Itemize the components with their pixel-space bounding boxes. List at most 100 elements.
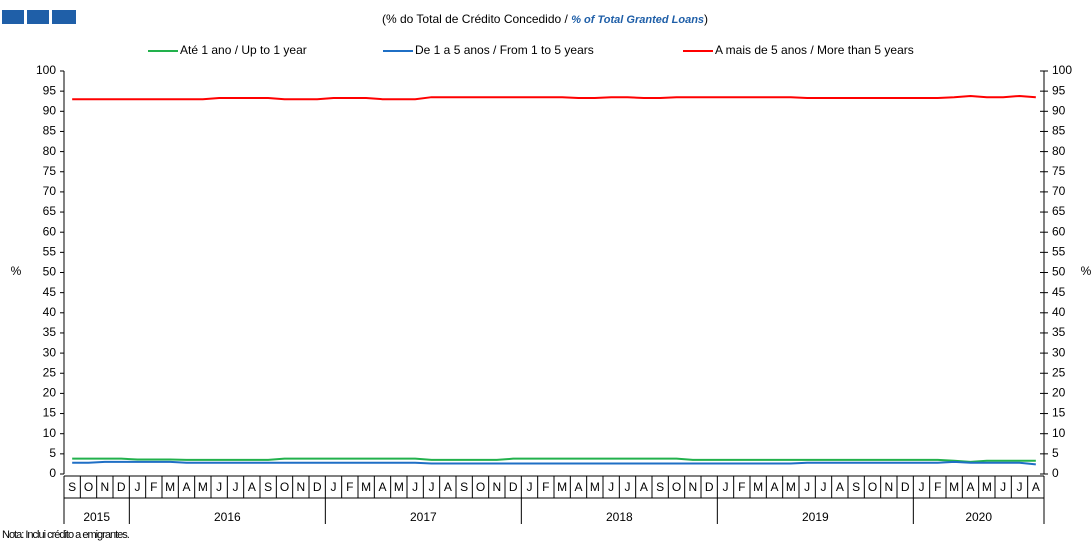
series-line (72, 460, 1036, 466)
x-tick-label: J (625, 480, 631, 494)
x-tick-label: F (346, 480, 353, 494)
y-tick-label: 5 (49, 446, 56, 460)
y2-tick-label: 85 (1052, 124, 1066, 138)
x-tick-label: O (868, 480, 877, 494)
y-tick-label: 50 (43, 265, 57, 279)
x-tick-label: A (248, 480, 256, 494)
year-label: 2018 (606, 510, 633, 524)
y2-tick-label: 0 (1052, 466, 1059, 480)
y2-tick-label: 20 (1052, 386, 1066, 400)
x-tick-label: J (821, 480, 827, 494)
y-axis-label: % (11, 264, 22, 278)
x-tick-label: J (412, 480, 418, 494)
legend-label: De 1 a 5 anos / From 1 to 5 years (415, 43, 594, 57)
note: Nota: Inclui crédito a emigrantes. (2, 529, 130, 541)
y2-tick-label: 5 (1052, 446, 1059, 460)
logo-block (2, 10, 24, 24)
y-tick-label: 75 (43, 164, 57, 178)
y2-tick-label: 25 (1052, 365, 1066, 379)
x-tick-label: D (705, 480, 714, 494)
x-tick-label: M (590, 480, 600, 494)
x-tick-label: S (264, 480, 272, 494)
x-tick-label: N (884, 480, 893, 494)
x-tick-label: J (804, 480, 810, 494)
logo-block (27, 10, 49, 24)
x-tick-label: J (1017, 480, 1023, 494)
y2-tick-label: 10 (1052, 426, 1066, 440)
x-tick-label: N (296, 480, 305, 494)
x-tick-label: O (672, 480, 681, 494)
x-tick-label: J (608, 480, 614, 494)
x-tick-label: J (233, 480, 239, 494)
x-tick-label: J (723, 480, 729, 494)
x-tick-label: M (949, 480, 959, 494)
x-tick-label: M (198, 480, 208, 494)
y2-tick-label: 100 (1052, 63, 1072, 77)
x-tick-label: A (574, 480, 582, 494)
x-tick-label: O (476, 480, 485, 494)
y2-tick-label: 50 (1052, 265, 1066, 279)
y-tick-label: 35 (43, 325, 57, 339)
year-label: 2016 (214, 510, 241, 524)
x-tick-label: S (852, 480, 860, 494)
y-tick-label: 65 (43, 204, 57, 218)
year-label: 2017 (410, 510, 437, 524)
x-tick-label: D (117, 480, 126, 494)
y-tick-label: 25 (43, 365, 57, 379)
x-tick-label: O (84, 480, 93, 494)
x-tick-label: J (527, 480, 533, 494)
y-tick-label: 0 (49, 466, 56, 480)
y-tick-label: 55 (43, 245, 57, 259)
x-tick-label: J (135, 480, 141, 494)
x-tick-label: A (640, 480, 648, 494)
x-tick-label: M (982, 480, 992, 494)
x-tick-label: M (165, 480, 175, 494)
x-tick-label: D (313, 480, 322, 494)
legend-label: Até 1 ano / Up to 1 year (180, 43, 307, 57)
x-tick-label: J (216, 480, 222, 494)
year-label: 2015 (83, 510, 110, 524)
y2-axis-label: % (1081, 264, 1092, 278)
series-line (72, 457, 1036, 463)
x-tick-label: A (378, 480, 386, 494)
x-tick-label: A (966, 480, 974, 494)
y2-tick-label: 55 (1052, 245, 1066, 259)
y2-tick-label: 30 (1052, 345, 1066, 359)
x-tick-label: M (753, 480, 763, 494)
x-tick-label: A (836, 480, 844, 494)
x-tick-label: A (182, 480, 190, 494)
y-tick-label: 45 (43, 285, 57, 299)
y-tick-label: 30 (43, 345, 57, 359)
subtitle-pt: (% do Total de Crédito Concedido / (382, 12, 569, 26)
y2-tick-label: 35 (1052, 325, 1066, 339)
x-tick-label: D (509, 480, 518, 494)
x-tick-label: A (770, 480, 778, 494)
y2-tick-label: 75 (1052, 164, 1066, 178)
x-tick-label: S (460, 480, 468, 494)
y-tick-label: 10 (43, 426, 57, 440)
x-tick-label: S (68, 480, 76, 494)
x-tick-label: S (656, 480, 664, 494)
x-tick-label: F (934, 480, 941, 494)
x-tick-label: F (542, 480, 549, 494)
y-tick-label: 60 (43, 224, 57, 238)
x-tick-label: M (361, 480, 371, 494)
subtitle-en: % of Total Granted Loans (571, 14, 704, 26)
y-tick-label: 20 (43, 386, 57, 400)
y2-tick-label: 45 (1052, 285, 1066, 299)
x-tick-label: J (919, 480, 925, 494)
x-tick-label: M (557, 480, 567, 494)
x-tick-label: A (444, 480, 452, 494)
x-tick-label: J (1000, 480, 1006, 494)
x-tick-label: F (738, 480, 745, 494)
y2-tick-label: 95 (1052, 83, 1066, 97)
logo-block (52, 10, 76, 24)
y-tick-label: 40 (43, 305, 57, 319)
x-tick-label: N (492, 480, 501, 494)
y2-tick-label: 60 (1052, 224, 1066, 238)
y-tick-label: 15 (43, 406, 57, 420)
x-tick-label: F (150, 480, 157, 494)
y-tick-label: 80 (43, 144, 57, 158)
y-tick-label: 85 (43, 124, 57, 138)
